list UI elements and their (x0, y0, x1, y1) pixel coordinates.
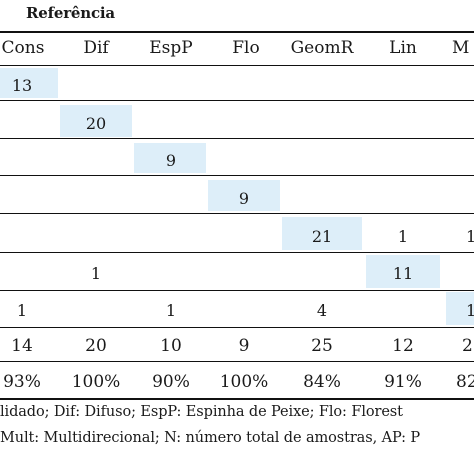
table-cell: 20 (85, 114, 107, 133)
table-group-header: Referência (26, 4, 115, 22)
total-cell: 2 (462, 336, 473, 356)
total-cell: 12 (392, 336, 414, 356)
table-cell: 1 (397, 227, 409, 246)
row-separator (0, 138, 474, 139)
diagonal-highlight-lin (366, 255, 440, 288)
column-header-dif: Dif (83, 38, 109, 58)
accuracy-cell: 100% (71, 372, 121, 392)
total-cell: 9 (238, 336, 250, 356)
row-separator (0, 100, 474, 101)
table-cell: 1 (16, 301, 28, 320)
diagonal-highlight-dif (60, 105, 132, 137)
rule-below-group-header (0, 31, 474, 33)
table-cell: 4 (316, 301, 328, 320)
row-separator (0, 252, 474, 253)
column-header-lin: Lin (389, 38, 417, 58)
diagonal-highlight-mult (446, 292, 474, 325)
rule-below-column-headers (0, 65, 474, 66)
row-separator (0, 175, 474, 176)
total-cell: 10 (160, 336, 182, 356)
table-cell: 11 (392, 264, 414, 283)
table-cell: 1 (90, 264, 102, 283)
accuracy-cell: 91% (384, 372, 422, 392)
total-cell: 14 (11, 336, 33, 356)
accuracy-cell: 93% (3, 372, 41, 392)
rule-below-accuracy (0, 398, 474, 400)
diagonal-highlight-espp (134, 143, 206, 173)
table-cell: 1 (466, 301, 474, 320)
column-header-mult: M (452, 38, 470, 58)
row-separator (0, 213, 474, 214)
total-cell: 20 (85, 336, 107, 356)
row-separator (0, 327, 474, 328)
accuracy-cell: 84% (303, 372, 341, 392)
row-separator (0, 361, 474, 362)
legend-line-1: lidado; Dif: Difuso; EspP: Espinha de Pe… (0, 404, 403, 420)
column-header-espp: EspP (149, 38, 193, 58)
accuracy-cell: 82 (456, 372, 474, 392)
table-cell: 21 (311, 227, 333, 246)
diagonal-highlight-flo (208, 180, 280, 211)
total-cell: 25 (311, 336, 333, 356)
column-header-cons: Cons (1, 38, 45, 58)
table-cell: 1 (466, 227, 474, 246)
column-header-flo: Flo (232, 38, 260, 58)
diagonal-highlight-cons (0, 68, 58, 98)
accuracy-cell: 100% (219, 372, 269, 392)
accuracy-cell: 90% (152, 372, 190, 392)
table-cell: 1 (165, 301, 177, 320)
column-header-geomr: GeomR (290, 38, 354, 58)
diagonal-highlight-geomr (282, 217, 362, 250)
table-cell: 13 (11, 76, 33, 95)
table-cell: 9 (238, 189, 250, 208)
legend-line-2: Mult: Multidirecional; N: número total d… (0, 430, 421, 446)
table-cell: 9 (165, 151, 177, 170)
row-separator (0, 290, 474, 291)
